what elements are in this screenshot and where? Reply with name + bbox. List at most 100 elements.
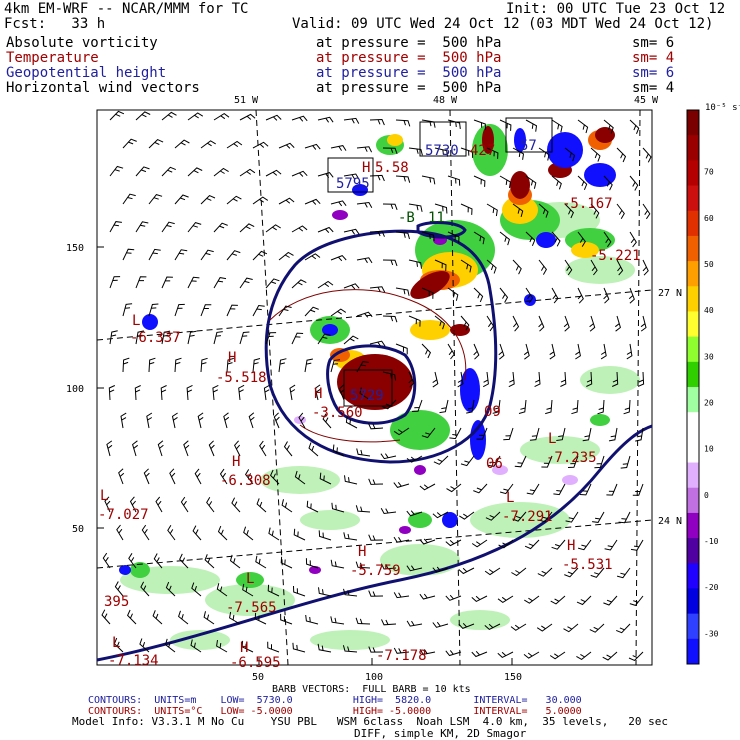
- wind-barb: [356, 311, 373, 318]
- model-diffusion: DIFF, simple KM, 2D Smagor: [354, 727, 527, 740]
- wind-barb: [549, 651, 566, 660]
- contour-value-label: 5795: [336, 176, 370, 192]
- wind-barb: [109, 330, 118, 345]
- wind-barb: [161, 166, 176, 177]
- wind-barb: [291, 115, 308, 122]
- wind-barb: [445, 594, 462, 601]
- wind-barb: [368, 534, 384, 541]
- wind-barb: [563, 623, 579, 633]
- wind-barb: [157, 440, 164, 457]
- colorbar-swatch: [687, 638, 699, 665]
- wind-barb: [512, 147, 525, 160]
- wind-barb: [608, 427, 618, 442]
- wind-barb: [486, 203, 498, 217]
- wind-barb: [355, 617, 371, 625]
- wind-barb: [419, 538, 436, 545]
- wind-barb: [382, 259, 398, 267]
- low-value-label: -6.337: [130, 330, 181, 346]
- wind-barb: [259, 440, 267, 457]
- wind-barb: [433, 455, 449, 465]
- wind-barb: [460, 315, 470, 331]
- wind-barb: [203, 611, 215, 625]
- wind-barb: [551, 175, 562, 190]
- wind-barb: [447, 231, 460, 243]
- contour-value-label: 5729: [350, 388, 384, 404]
- wind-barb: [213, 331, 223, 345]
- wind-barb: [408, 315, 421, 327]
- wind-barb: [471, 595, 488, 602]
- contour-value-label: 09: [484, 404, 501, 420]
- wind-barb: [434, 203, 448, 214]
- wind-barb: [460, 259, 472, 273]
- wind-barb: [265, 169, 282, 177]
- wind-barb: [231, 497, 241, 513]
- high-label: H: [232, 454, 240, 470]
- wind-barb: [642, 259, 649, 276]
- low-value-label: -7.134: [108, 653, 159, 669]
- wind-barb: [161, 330, 171, 345]
- wind-barb: [382, 399, 397, 410]
- wind-barb: [508, 371, 515, 388]
- wind-barb: [179, 553, 189, 569]
- wind-barb: [208, 440, 215, 457]
- wind-barb: [512, 511, 527, 522]
- wind-barb: [169, 468, 176, 485]
- wind-barb: [406, 510, 423, 517]
- colorbar-label: 0: [704, 491, 709, 500]
- wind-barb: [141, 524, 150, 541]
- wind-barb: [322, 413, 332, 429]
- wind-barb: [343, 335, 359, 345]
- wind-barb: [616, 147, 627, 163]
- wind-barb: [432, 371, 439, 388]
- wind-barb: [239, 168, 256, 177]
- wind-barb: [406, 455, 423, 463]
- low-label: L: [100, 488, 108, 504]
- wind-barb: [135, 330, 145, 345]
- wind-barb: [642, 203, 651, 220]
- wind-barb: [109, 165, 124, 177]
- wind-barb: [113, 637, 124, 653]
- wind-barb: [216, 583, 228, 597]
- wind-barb: [305, 614, 319, 625]
- wind-barb: [280, 556, 293, 569]
- wind-barb: [139, 638, 150, 653]
- wind-barb: [524, 595, 540, 604]
- wind-barb: [289, 384, 296, 401]
- low-value-label: -7.235: [546, 450, 597, 466]
- model-title: 4km EM-WRF -- NCAR/MMM for TC: [4, 1, 249, 17]
- contour-value-label: -5.221: [590, 248, 641, 264]
- wind-barb: [343, 173, 360, 180]
- colorbar-swatch: [687, 412, 699, 438]
- wind-barb: [537, 567, 553, 577]
- temperature-contours: [269, 289, 467, 443]
- wind-barb: [419, 649, 436, 655]
- wind-barb: [213, 112, 230, 121]
- wind-barb: [343, 588, 358, 597]
- wind-barb: [148, 139, 164, 149]
- wind-barb: [252, 304, 265, 317]
- wind-barb: [550, 595, 566, 605]
- wind-barb: [343, 117, 360, 124]
- wind-barb: [525, 287, 534, 304]
- wind-barb: [434, 259, 447, 271]
- wind-barb: [577, 175, 588, 190]
- wind-barb: [244, 469, 254, 485]
- wind-barb: [421, 343, 431, 359]
- contour-value-label: 11: [428, 210, 445, 226]
- y-tick-100: 100: [66, 384, 84, 395]
- wind-barb: [212, 384, 219, 401]
- wind-barb: [498, 539, 514, 549]
- wind-barb: [499, 483, 514, 495]
- contour-value-label: 395: [104, 594, 129, 610]
- wind-barb: [600, 343, 607, 360]
- low-label: L: [506, 490, 514, 506]
- colorbar-swatch: [687, 613, 699, 640]
- wind-barb: [616, 259, 624, 276]
- wind-barb: [523, 343, 530, 360]
- wind-barb: [449, 427, 462, 440]
- wind-barb: [445, 539, 462, 547]
- wind-barb: [345, 416, 358, 429]
- wind-barb: [589, 623, 605, 633]
- wind-barb: [355, 561, 371, 569]
- x-tick-50: 50: [252, 672, 264, 683]
